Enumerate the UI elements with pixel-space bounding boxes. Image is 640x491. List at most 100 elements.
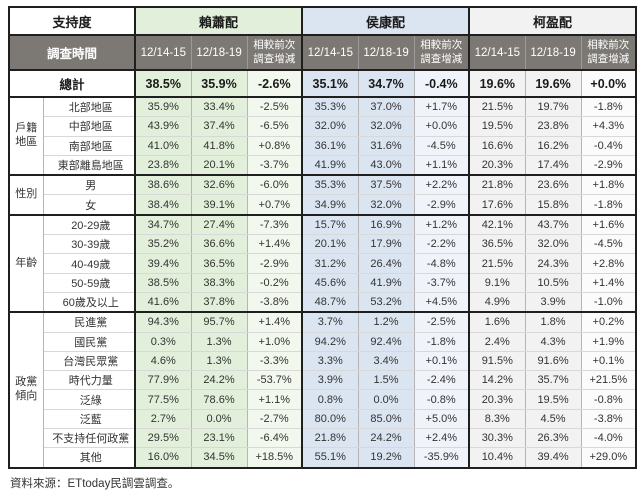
value-cell: -7.3% — [246, 213, 303, 236]
value-cell: 45.6% — [301, 272, 359, 293]
value-cell: +5.0% — [413, 408, 470, 430]
value-cell: +29.0% — [580, 447, 637, 469]
value-cell: -3.3% — [246, 350, 303, 372]
value-cell: 10.4% — [468, 447, 526, 469]
value-cell: 19.2% — [357, 447, 415, 469]
value-cell: 8.3% — [468, 408, 526, 430]
support-label-cell: 支持度 — [8, 6, 136, 36]
table-sections: 戶籍地區 北部地區 35.9% 33.4% -2.5% 35.3% 37.0% +1.7% 21… — [8, 95, 637, 469]
value-cell: 23.6% — [524, 174, 582, 196]
value-cell: 94.3% — [134, 311, 192, 333]
value-cell: -3.7% — [246, 154, 303, 176]
category-label-cell: 不支持任何政黨 — [42, 428, 136, 449]
value-cell: 38.4% — [134, 194, 192, 216]
value-cell: 91.6% — [524, 350, 582, 372]
value-cell: 16.6% — [468, 135, 526, 156]
date-col-header: 12/14-15 — [468, 34, 526, 71]
date-col-header: 12/18-19 — [190, 34, 248, 71]
value-cell: 27.4% — [190, 213, 248, 236]
category-label-cell: 國民黨 — [42, 331, 136, 352]
value-cell: +2.4% — [413, 428, 470, 449]
table-row: 南部地區 41.0% 41.8% +0.8% 36.1% 31.6% -4.5% 16.6% 1… — [9, 135, 637, 156]
category-label-cell: 其他 — [42, 447, 136, 469]
total-value-cell: 35.1% — [301, 69, 359, 98]
date-col-header: 12/18-19 — [524, 34, 582, 71]
table-row: 女 38.4% 39.1% +0.7% 34.9% 32.0% -2.9% 17.6% 15.8… — [9, 194, 637, 216]
category-label-cell: 台灣民眾黨 — [42, 350, 136, 372]
value-cell: 1.3% — [190, 331, 248, 352]
value-cell: 20.3% — [468, 389, 526, 410]
value-cell: +1.0% — [246, 331, 303, 352]
table-row: 30-39歲 35.2% 36.6% +1.4% 20.1% 17.9% -2.2% 36.5… — [9, 234, 637, 255]
survey-time-label-cell: 調查時間 — [8, 34, 136, 71]
value-cell: 77.9% — [134, 370, 192, 391]
value-cell: 32.0% — [357, 194, 415, 216]
value-cell: +1.4% — [580, 272, 637, 293]
value-cell: 14.2% — [468, 370, 526, 391]
value-cell: 3.7% — [301, 311, 359, 333]
value-cell: 37.8% — [190, 291, 248, 313]
value-cell: 41.0% — [134, 135, 192, 156]
value-cell: 38.3% — [190, 272, 248, 293]
value-cell: +2.8% — [580, 253, 637, 274]
date-header-row: 調查時間 12/14-15 12/18-19 相較前次 調查增減 12/14-15 12… — [8, 34, 637, 71]
value-cell: 24.3% — [524, 253, 582, 274]
value-cell: 36.5% — [468, 234, 526, 255]
value-cell: -2.4% — [413, 370, 470, 391]
value-cell: 26.3% — [524, 428, 582, 449]
value-cell: 0.0% — [190, 408, 248, 430]
table-row: 中部地區 43.9% 37.4% -6.5% 32.0% 32.0% +0.0% 19.5% 2… — [9, 116, 637, 137]
value-cell: -2.5% — [413, 311, 470, 333]
value-cell: 55.1% — [301, 447, 359, 469]
table-row: 40-49歲 39.4% 36.5% -2.9% 31.2% 26.4% -4.8% 21.5… — [9, 253, 637, 274]
total-value-cell: 19.6% — [524, 69, 582, 98]
value-cell: +1.4% — [246, 311, 303, 333]
value-cell: 34.5% — [190, 447, 248, 469]
value-cell: -2.9% — [246, 253, 303, 274]
value-cell: 43.7% — [524, 213, 582, 236]
value-cell: 53.2% — [357, 291, 415, 313]
value-cell: -1.8% — [580, 194, 637, 216]
value-cell: 32.0% — [357, 116, 415, 137]
value-cell: 35.3% — [301, 96, 359, 118]
change-col-header: 相較前次 調查增減 — [413, 34, 470, 71]
value-cell: -3.8% — [580, 408, 637, 430]
total-value-cell: 38.5% — [134, 69, 192, 98]
table-row: 泛綠 77.5% 78.6% +1.1% 0.8% 0.0% -0.8% 20.3% 19.5%… — [9, 389, 637, 410]
value-cell: 20.1% — [190, 154, 248, 176]
value-cell: 48.7% — [301, 291, 359, 313]
value-cell: +0.8% — [246, 135, 303, 156]
value-cell: +1.4% — [246, 234, 303, 255]
category-label-cell: 男 — [42, 174, 136, 196]
value-cell: 16.9% — [357, 213, 415, 236]
value-cell: 4.6% — [134, 350, 192, 372]
value-cell: +1.8% — [580, 174, 637, 196]
value-cell: -0.4% — [580, 135, 637, 156]
value-cell: 4.9% — [468, 291, 526, 313]
category-label-cell: 20-29歲 — [42, 213, 136, 236]
value-cell: +2.2% — [413, 174, 470, 196]
value-cell: 19.7% — [524, 96, 582, 118]
value-cell: 32.0% — [524, 234, 582, 255]
value-cell: 3.4% — [357, 350, 415, 372]
value-cell: 77.5% — [134, 389, 192, 410]
value-cell: 17.6% — [468, 194, 526, 216]
value-cell: 2.4% — [468, 331, 526, 352]
value-cell: 0.0% — [357, 389, 415, 410]
value-cell: -2.7% — [246, 408, 303, 430]
value-cell: +0.7% — [246, 194, 303, 216]
value-cell: 33.4% — [190, 96, 248, 118]
value-cell: 34.7% — [134, 213, 192, 236]
table-row: 50-59歲 38.5% 38.3% -0.2% 45.6% 41.9% -3.7% 9.1%… — [9, 272, 637, 293]
value-cell: 36.5% — [190, 253, 248, 274]
value-cell: 36.6% — [190, 234, 248, 255]
category-label-cell: 40-49歲 — [42, 253, 136, 274]
value-cell: 21.8% — [468, 174, 526, 196]
value-cell: -1.0% — [580, 291, 637, 313]
category-label-cell: 50-59歲 — [42, 272, 136, 293]
total-value-cell: -2.6% — [246, 69, 303, 98]
value-cell: 41.9% — [357, 272, 415, 293]
value-cell: 0.8% — [301, 389, 359, 410]
category-label-cell: 泛藍 — [42, 408, 136, 430]
candidate-header-row: 支持度 賴蕭配 侯康配 柯盈配 — [8, 6, 637, 36]
